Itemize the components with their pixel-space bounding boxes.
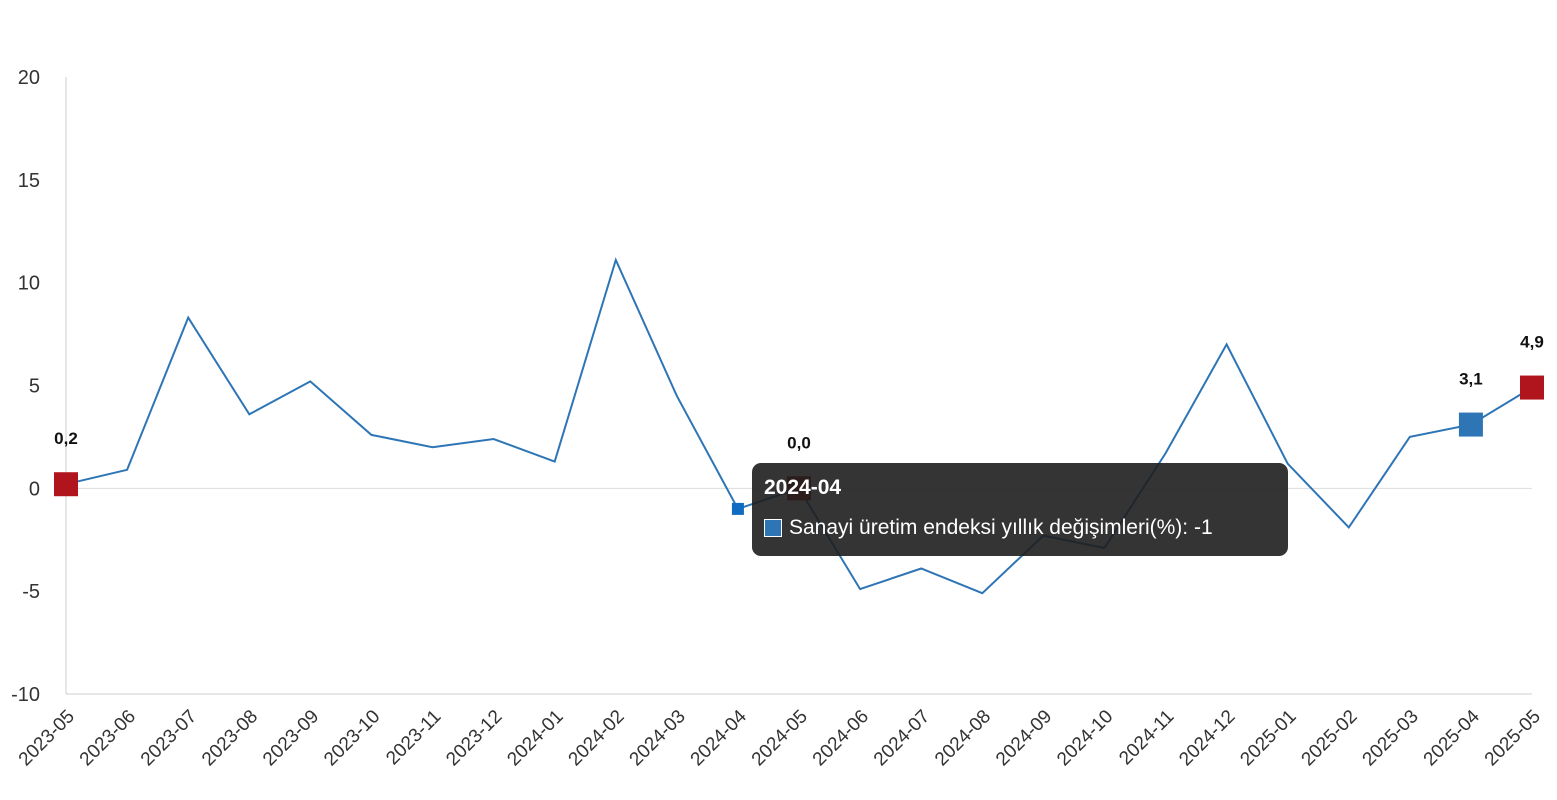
x-tick-label: 2023-06 [76,706,140,770]
x-tick-label: 2024-01 [503,706,567,770]
y-tick-label: 5 [29,376,40,398]
x-tick-label: 2024-06 [809,706,873,770]
tooltip: 2024-04 Sanayi üretim endeksi yıllık değ… [752,463,1288,556]
x-tick-label: 2024-08 [931,706,995,770]
data-point-marker[interactable] [1458,412,1483,437]
x-axis: 2023-052023-062023-072023-082023-092023-… [15,693,1545,770]
y-axis: 20 15 10 5 0 -5 -10 [11,67,1532,706]
data-label: 3,1 [1459,370,1483,389]
tooltip-row: Sanayi üretim endeksi yıllık değişimleri… [764,515,1276,541]
data-label: 0,0 [787,433,811,452]
x-tick-label: 2024-02 [565,706,629,770]
x-tick-label: 2023-10 [320,706,384,770]
y-tick-label: 20 [18,67,40,89]
x-tick-label: 2023-11 [382,706,445,769]
data-label: 0,2 [54,429,78,448]
tooltip-title: 2024-04 [764,476,842,499]
x-tick-label: 2024-07 [870,706,934,770]
x-tick-label: 2023-05 [15,706,79,770]
x-tick-label: 2024-03 [626,706,690,770]
x-tick-label: 2025-01 [1236,706,1300,770]
x-tick-label: 2023-09 [259,706,323,770]
x-tick-label: 2024-09 [992,706,1056,770]
data-label: 4,9 [1520,333,1544,352]
y-tick-label: 0 [29,478,40,500]
y-tick-label: -5 [22,581,40,603]
x-tick-label: 2024-12 [1175,706,1239,770]
series-swatch-icon [764,519,782,537]
y-tick-label: -10 [11,684,40,706]
x-tick-label: 2023-08 [198,706,262,770]
x-tick-label: 2025-02 [1298,706,1362,770]
x-tick-label: 2025-03 [1359,706,1423,770]
x-tick-label: 2024-11 [1115,706,1178,769]
x-tick-label: 2023-07 [137,706,201,770]
x-tick-label: 2025-04 [1420,706,1484,770]
y-tick-label: 15 [18,170,40,192]
x-tick-label: 2024-05 [748,706,812,770]
hover-point[interactable] [731,502,744,515]
x-tick-label: 2025-05 [1481,706,1545,770]
tooltip-text: Sanayi üretim endeksi yıllık değişimleri… [789,516,1213,539]
data-label-layer: 0,2 0,0 3,1 4,9 [54,333,1544,453]
x-tick-label: 2023-12 [442,706,506,770]
y-tick-label: 10 [18,273,40,295]
x-tick-label: 2024-04 [687,706,751,770]
data-point-marker[interactable] [54,472,78,497]
data-point-marker[interactable] [1520,375,1544,400]
x-tick-label: 2024-10 [1053,706,1117,770]
